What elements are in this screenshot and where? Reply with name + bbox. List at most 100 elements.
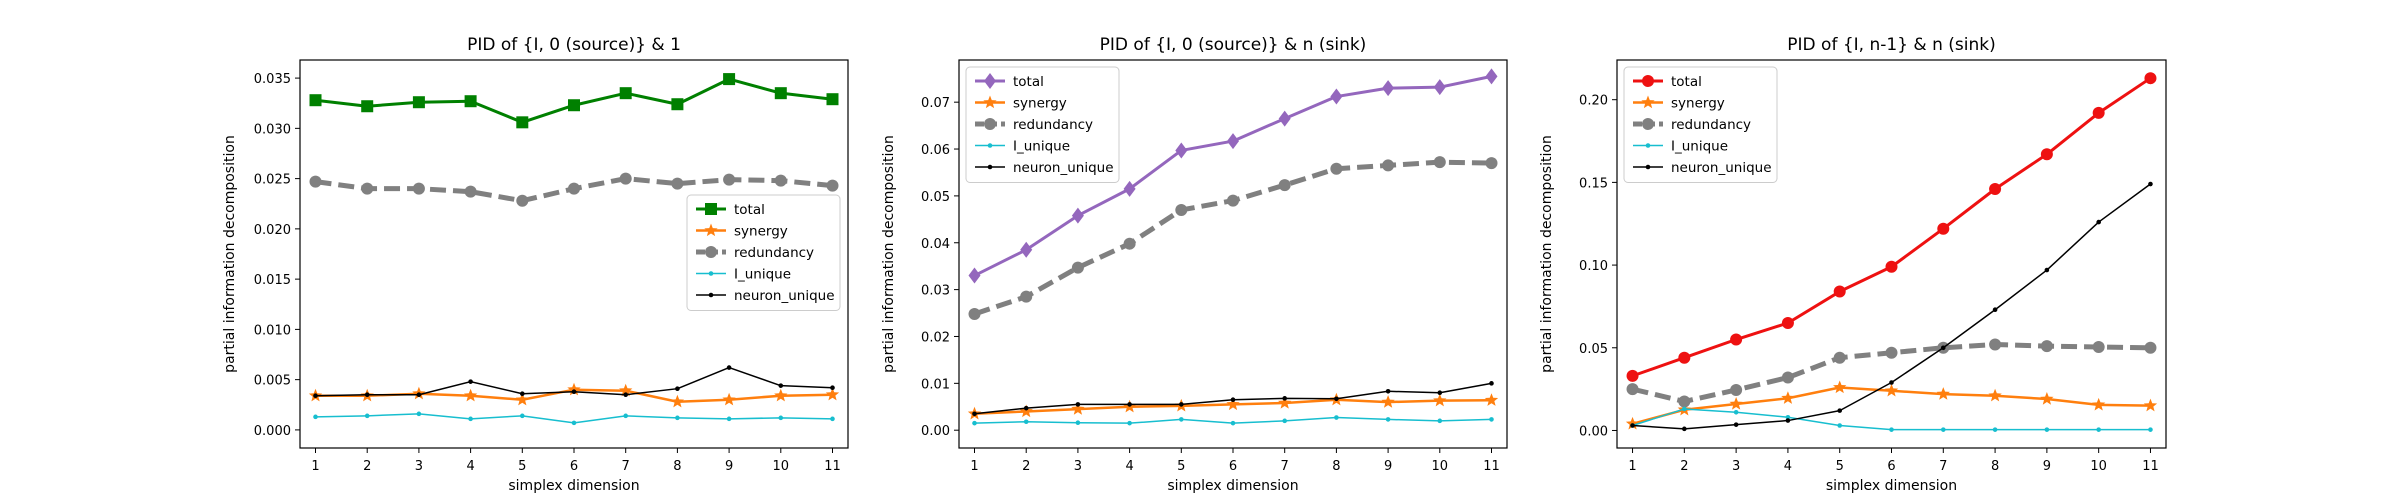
data-point-I_unique (2044, 427, 2050, 432)
data-point-I_unique (726, 416, 732, 422)
data-point-synergy (670, 394, 685, 408)
data-point-synergy (1226, 397, 1240, 411)
series-I_unique (313, 411, 835, 426)
data-point-redundancy (1885, 346, 1898, 359)
legend-marker-I_unique (1645, 143, 1651, 148)
x-tick-label: 4 (1125, 459, 1133, 474)
data-point-neuron_unique (2096, 219, 2101, 225)
data-point-I_unique (1127, 420, 1132, 426)
x-tick-label: 9 (725, 459, 733, 474)
data-point-synergy (1381, 395, 1395, 408)
data-point-redundancy (1833, 351, 1846, 364)
legend-label-synergy: synergy (1671, 96, 1725, 112)
data-point-neuron_unique (520, 391, 525, 397)
data-point-total (412, 96, 425, 109)
data-point-synergy (463, 388, 478, 402)
data-point-total (723, 73, 736, 86)
legend-label-I_unique: I_unique (1671, 139, 1728, 155)
data-point-synergy (2040, 392, 2054, 405)
data-point-total (1885, 260, 1898, 273)
data-point-neuron_unique (1992, 307, 1998, 313)
data-point-synergy (619, 383, 633, 397)
chart-panel-1: PID of {I, 0 (source)} & 1 simplex dimens… (222, 35, 849, 494)
chart-panel-3: PID of {I, n-1} & n (sink) simplex dimens… (1539, 35, 2167, 494)
data-point-total (1382, 80, 1395, 97)
y-tick-label: 0.04 (921, 237, 950, 252)
x-tick-label: 5 (518, 459, 526, 474)
legend-marker-redundancy (984, 118, 996, 130)
legend-label-total: total (734, 202, 765, 218)
data-point-I_unique (1682, 406, 1687, 412)
data-point-neuron_unique (2044, 267, 2050, 273)
data-point-total (2144, 72, 2157, 85)
data-point-neuron_unique (1334, 396, 1339, 402)
data-point-neuron_unique (1023, 405, 1029, 411)
legend-label-redundancy: redundancy (734, 245, 814, 261)
data-point-I_unique (1992, 427, 1998, 432)
data-point-redundancy (412, 182, 425, 195)
data-point-redundancy (1485, 157, 1498, 170)
legend-label-neuron_unique: neuron_unique (734, 288, 835, 304)
series-redundancy (968, 156, 1498, 320)
x-tick-label: 8 (1991, 459, 1999, 474)
data-point-total (1781, 316, 1794, 329)
data-point-synergy (1781, 391, 1795, 404)
data-point-redundancy (671, 177, 684, 190)
data-point-neuron_unique (2148, 181, 2153, 187)
data-point-total (1071, 207, 1084, 224)
data-point-redundancy (516, 194, 529, 207)
chart-panel-2: PID of {I, 0 (source)} & n (sink) simplex… (881, 35, 1508, 494)
legend: total synergy redundancy I_unique neuron_uni… (686, 194, 841, 311)
series-I_unique (972, 415, 1494, 426)
data-point-neuron_unique (1179, 402, 1184, 407)
data-point-redundancy (2092, 340, 2105, 353)
data-point-I_unique (2148, 427, 2153, 432)
data-point-neuron_unique (1682, 426, 1687, 432)
data-point-synergy (2143, 398, 2158, 412)
chart-title: PID of {I, 0 (source)} & n (sink) (1100, 35, 1367, 55)
legend-marker-synergy (704, 223, 718, 237)
data-point-redundancy (619, 172, 632, 185)
series-redundancy (1626, 338, 2157, 408)
data-point-total (1020, 241, 1033, 258)
x-tick-label: 8 (1332, 459, 1340, 474)
data-point-redundancy (2040, 340, 2053, 353)
data-point-I_unique (571, 420, 577, 426)
legend-marker-neuron_unique (1645, 164, 1651, 170)
data-point-synergy (1019, 404, 1033, 418)
data-point-redundancy (1730, 383, 1743, 396)
data-point-total (774, 87, 787, 100)
data-point-I_unique (1075, 420, 1081, 425)
data-point-neuron_unique (1385, 388, 1391, 394)
y-tick-label: 0.010 (254, 323, 291, 338)
data-point-neuron_unique (416, 392, 422, 398)
x-tick-label: 3 (415, 459, 423, 474)
data-point-redundancy (1781, 371, 1794, 384)
data-point-total (1678, 351, 1691, 364)
data-point-total (568, 99, 580, 112)
data-point-redundancy (1330, 162, 1343, 175)
legend-marker-total (705, 203, 717, 215)
data-point-total (1123, 180, 1136, 197)
x-axis-label: simplex dimension (508, 478, 639, 494)
x-tick-label: 1 (970, 459, 978, 474)
data-point-synergy (1833, 380, 1847, 394)
x-tick-label: 5 (1836, 459, 1844, 474)
data-point-I_unique (1837, 423, 1843, 428)
data-point-neuron_unique (726, 365, 732, 370)
x-tick-label: 4 (1784, 459, 1792, 474)
data-point-redundancy (2144, 341, 2157, 354)
data-point-I_unique (1023, 419, 1029, 425)
series-total (309, 73, 839, 129)
data-point-synergy (515, 392, 529, 406)
legend-marker-synergy (983, 95, 997, 109)
data-point-total (2040, 148, 2053, 161)
data-point-neuron_unique (675, 386, 680, 391)
legend-label-synergy: synergy (1013, 96, 1067, 112)
data-point-total (1175, 142, 1188, 159)
y-tick-label: 0.035 (254, 72, 291, 87)
data-point-redundancy (826, 179, 839, 192)
y-tick-label: 0.10 (1579, 259, 1608, 274)
x-tick-label: 1 (1628, 459, 1636, 474)
